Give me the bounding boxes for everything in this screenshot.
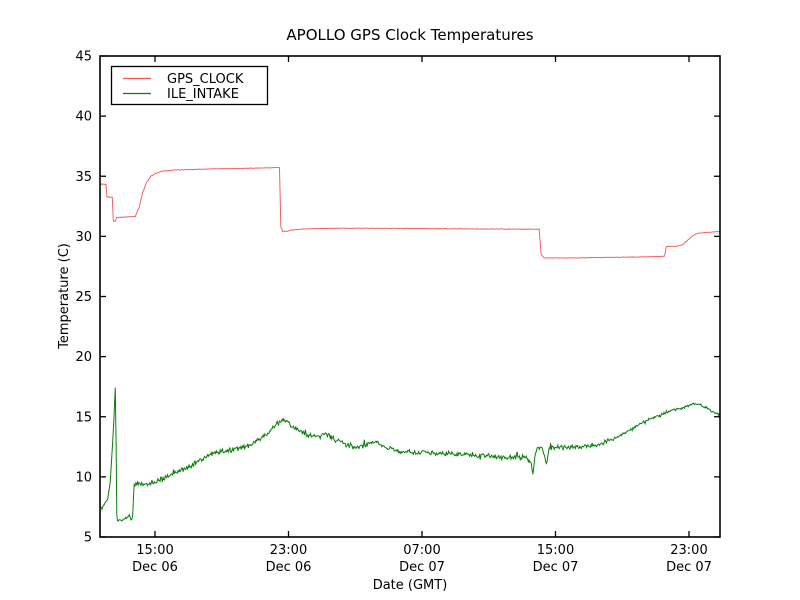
legend-frame — [110, 65, 269, 106]
y-axis-label: Temperature (C) — [57, 243, 72, 350]
x-tick-label-date: Dec 06 — [132, 560, 178, 575]
x-tick-label-time: 07:00 — [403, 543, 440, 558]
legend-entry-ile-intake: ILE_INTAKE — [123, 87, 239, 102]
y-tick-label: 15 — [75, 410, 92, 425]
legend-entry-gps-clock: GPS_CLOCK — [123, 72, 244, 87]
x-tick-label-time: 15:00 — [136, 543, 173, 558]
y-tick-label: 35 — [75, 170, 92, 185]
x-tick-label-time: 15:00 — [537, 543, 574, 558]
x-tick-label-date: Dec 06 — [266, 560, 312, 575]
y-tick-label: 25 — [75, 290, 92, 305]
y-tick-label: 10 — [75, 470, 92, 485]
x-tick-label-date: Dec 07 — [533, 560, 579, 575]
series-gps-clock-line — [99, 166, 721, 259]
x-tick-label-date: Dec 07 — [666, 560, 712, 575]
y-tick-label: 30 — [75, 230, 92, 245]
legend-label-ile-intake: ILE_INTAKE — [167, 87, 239, 102]
legend-label-gps-clock: GPS_CLOCK — [167, 72, 244, 87]
x-tick-label-time: 23:00 — [670, 543, 707, 558]
legend-box: GPS_CLOCK ILE_INTAKE — [110, 65, 269, 106]
x-tick-label-date: Dec 07 — [399, 560, 445, 575]
series-ile-intake-line — [99, 387, 721, 522]
y-tick-label: 20 — [75, 350, 92, 365]
chart-title: APOLLO GPS Clock Temperatures — [286, 26, 533, 44]
y-tick-label: 40 — [75, 110, 92, 125]
series-layer — [99, 166, 721, 522]
tick-layer: 5 10 15 20 25 30 35 40 45 15:00 Dec 06 23:00 Dec 06 0… — [75, 50, 720, 575]
x-tick-label-time: 23:00 — [270, 543, 307, 558]
y-tick-label: 45 — [75, 50, 92, 65]
y-tick-label: 5 — [84, 531, 92, 546]
x-axis-label: Date (GMT) — [373, 578, 448, 593]
